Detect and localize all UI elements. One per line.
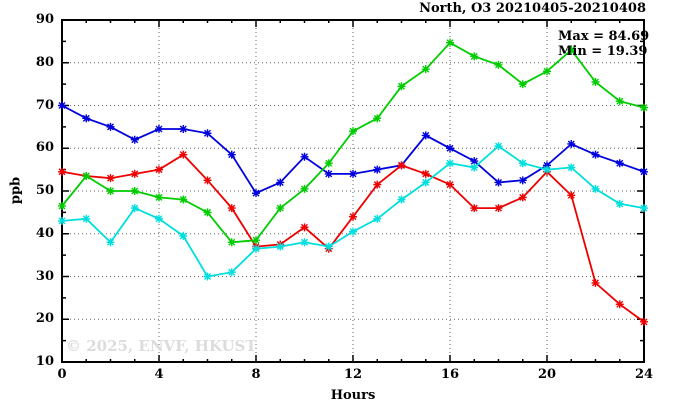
blue-series-markers	[58, 101, 648, 198]
y-tick-label: 70	[35, 97, 54, 113]
y-tick-label: 10	[35, 354, 54, 369]
y-tick-label: 20	[35, 311, 54, 327]
x-axis-label: Hours	[330, 388, 376, 403]
max-annotation: Max = 84.69	[558, 29, 650, 44]
y-tick-label: 80	[35, 54, 54, 70]
y-tick-label: 90	[35, 12, 54, 27]
cyan-series-markers	[58, 142, 648, 281]
y-tick-label: 50	[35, 183, 54, 198]
x-tick-label: 20	[537, 367, 557, 382]
x-tick-label: 4	[154, 367, 164, 382]
green-series-markers	[58, 38, 648, 247]
x-tick-label: 0	[57, 367, 67, 382]
chart-title: North, O3 20210405-20210408	[419, 1, 646, 16]
x-tick-label: 12	[343, 367, 363, 382]
x-tick-label: 24	[634, 367, 654, 382]
x-tick-label: 16	[440, 367, 460, 382]
watermark: © 2025, ENVF, HKUST	[66, 337, 257, 355]
x-tick-label: 8	[251, 367, 261, 382]
max-min-annotation: Max = 84.69 Min = 19.39	[558, 29, 649, 59]
y-tick-label: 30	[35, 268, 54, 284]
min-annotation: Min = 19.39	[558, 44, 648, 59]
y-tick-label: 40	[35, 225, 54, 241]
plot-frame	[61, 19, 645, 363]
y-tick-label: 60	[35, 140, 54, 156]
